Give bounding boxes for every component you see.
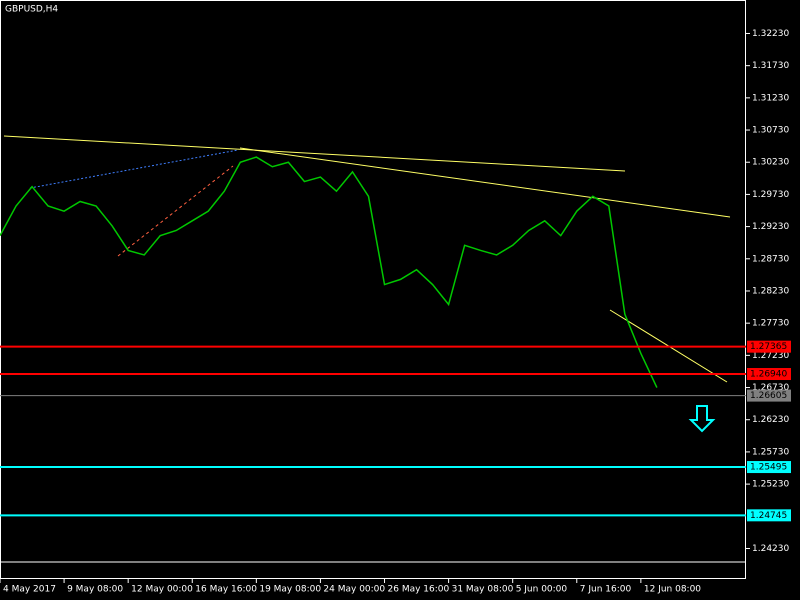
y-tick-label: 1.27730	[752, 319, 789, 329]
chart-title: GBPUSD,H4	[5, 5, 58, 15]
level-label: 1.26605	[750, 391, 787, 401]
y-tick-label: 1.31230	[752, 93, 789, 103]
y-tick-label: 1.31730	[752, 61, 789, 71]
y-tick-label: 1.28230	[752, 286, 789, 296]
level-label-box	[747, 340, 791, 353]
y-tick-label: 1.32230	[752, 29, 789, 39]
level-label-box	[747, 461, 791, 474]
trendline	[3, 135, 626, 172]
x-tick-label: 12 Jun 08:00	[644, 585, 701, 595]
x-tick-label: 9 May 08:00	[67, 585, 123, 595]
y-tick-label: 1.28730	[752, 254, 789, 264]
y-tick-label: 1.24230	[752, 544, 789, 554]
level-label: 1.26940	[750, 370, 787, 380]
y-tick-label: 1.26230	[752, 415, 789, 425]
y-tick-label: 1.27230	[752, 351, 789, 361]
sell-arrow	[688, 405, 716, 433]
x-tick-label: 7 Jun 16:00	[580, 585, 632, 595]
level-label: 1.27365	[750, 342, 787, 352]
x-tick-label: 31 May 08:00	[452, 585, 514, 595]
y-tick-label: 1.25730	[752, 447, 789, 457]
x-tick-label: 4 May 2017	[3, 585, 56, 595]
y-tick-label: 1.26730	[752, 383, 789, 393]
projection-line	[117, 165, 234, 257]
price-line	[0, 156, 658, 388]
x-tick-label: 19 May 08:00	[259, 585, 321, 595]
trendline	[239, 147, 731, 218]
level-label-box	[747, 509, 791, 522]
x-tick-label: 24 May 00:00	[323, 585, 385, 595]
x-tick-label: 12 May 00:00	[131, 585, 193, 595]
level-label-box	[747, 368, 791, 381]
x-tick-label: 16 May 16:00	[195, 585, 257, 595]
projection-line	[29, 149, 239, 189]
y-tick-label: 1.30730	[752, 126, 789, 136]
level-label: 1.24745	[750, 511, 787, 521]
x-tick-label: 5 Jun 00:00	[516, 585, 568, 595]
plot-frame	[0, 0, 746, 579]
y-tick-label: 1.30230	[752, 158, 789, 168]
level-label-box	[747, 389, 791, 402]
y-tick-label: 1.29730	[752, 190, 789, 200]
y-tick-label: 1.29230	[752, 222, 789, 232]
level-label: 1.25495	[750, 463, 787, 473]
x-tick-label: 26 May 16:00	[388, 585, 450, 595]
y-tick-label: 1.25230	[752, 480, 789, 490]
